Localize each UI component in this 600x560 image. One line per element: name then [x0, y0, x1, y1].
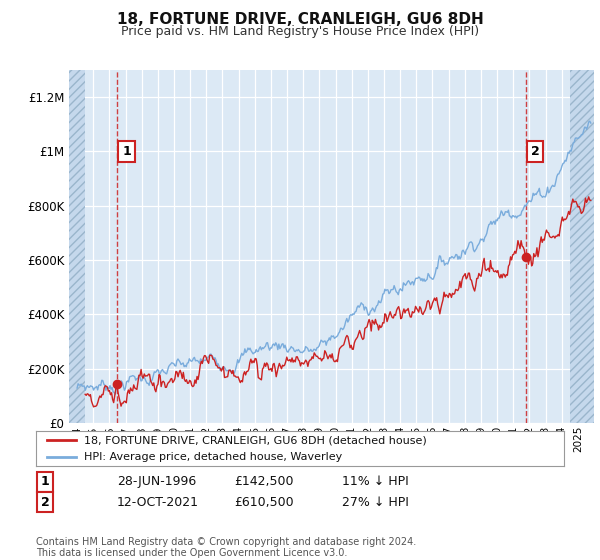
- Text: Price paid vs. HM Land Registry's House Price Index (HPI): Price paid vs. HM Land Registry's House …: [121, 25, 479, 38]
- Text: 18, FORTUNE DRIVE, CRANLEIGH, GU6 8DH: 18, FORTUNE DRIVE, CRANLEIGH, GU6 8DH: [116, 12, 484, 27]
- Bar: [69, 70, 85, 423]
- Text: 1: 1: [41, 475, 49, 488]
- Text: 11% ↓ HPI: 11% ↓ HPI: [342, 475, 409, 488]
- Text: £610,500: £610,500: [234, 496, 293, 509]
- Bar: [570, 70, 594, 423]
- Text: 2: 2: [530, 145, 539, 158]
- Text: 28-JUN-1996: 28-JUN-1996: [117, 475, 196, 488]
- Text: 27% ↓ HPI: 27% ↓ HPI: [342, 496, 409, 509]
- Text: £142,500: £142,500: [234, 475, 293, 488]
- Text: Contains HM Land Registry data © Crown copyright and database right 2024.
This d: Contains HM Land Registry data © Crown c…: [36, 536, 416, 558]
- Text: 1: 1: [122, 145, 131, 158]
- Text: 2: 2: [41, 496, 49, 509]
- Text: HPI: Average price, detached house, Waverley: HPI: Average price, detached house, Wave…: [83, 452, 342, 462]
- Text: 18, FORTUNE DRIVE, CRANLEIGH, GU6 8DH (detached house): 18, FORTUNE DRIVE, CRANLEIGH, GU6 8DH (d…: [83, 435, 426, 445]
- Text: 12-OCT-2021: 12-OCT-2021: [117, 496, 199, 509]
